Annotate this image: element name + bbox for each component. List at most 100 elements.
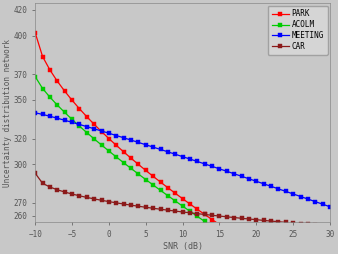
CAR: [137, 205, 141, 208]
CAR: [247, 217, 251, 220]
ACOLM: [203, 220, 207, 223]
Y-axis label: Uncertainty distribution network: Uncertainty distribution network: [3, 39, 12, 187]
CAR: [33, 172, 37, 175]
PARK: [195, 208, 199, 211]
CAR: [122, 202, 126, 205]
PARK: [77, 107, 81, 110]
ACOLM: [129, 167, 133, 170]
PARK: [33, 31, 37, 35]
PARK: [188, 202, 192, 205]
ACOLM: [195, 215, 199, 218]
CAR: [41, 182, 45, 185]
PARK: [173, 192, 177, 195]
PARK: [63, 90, 67, 93]
CAR: [240, 217, 244, 220]
ACOLM: [48, 96, 52, 99]
PARK: [99, 130, 103, 133]
CAR: [313, 223, 317, 226]
CAR: [210, 214, 214, 217]
PARK: [137, 163, 141, 166]
CAR: [269, 219, 273, 223]
ACOLM: [114, 155, 118, 158]
MEETING: [291, 193, 295, 196]
MEETING: [210, 165, 214, 168]
MEETING: [41, 113, 45, 116]
ACOLM: [247, 249, 251, 252]
CAR: [321, 224, 325, 227]
ACOLM: [92, 137, 96, 140]
CAR: [63, 190, 67, 194]
MEETING: [107, 132, 111, 135]
ACOLM: [180, 205, 185, 208]
ACOLM: [166, 194, 170, 197]
MEETING: [63, 119, 67, 122]
MEETING: [276, 187, 281, 190]
Legend: PARK, ACOLM, MEETING, CAR: PARK, ACOLM, MEETING, CAR: [268, 6, 328, 55]
ACOLM: [85, 131, 89, 134]
MEETING: [144, 143, 148, 146]
ACOLM: [173, 199, 177, 202]
CAR: [262, 219, 266, 222]
PARK: [254, 247, 258, 250]
MEETING: [247, 177, 251, 180]
CAR: [55, 188, 59, 191]
MEETING: [122, 136, 126, 139]
PARK: [180, 197, 185, 200]
ACOLM: [159, 189, 163, 192]
ACOLM: [63, 111, 67, 114]
MEETING: [203, 162, 207, 165]
PARK: [107, 137, 111, 140]
PARK: [92, 123, 96, 126]
ACOLM: [240, 245, 244, 248]
PARK: [122, 150, 126, 153]
ACOLM: [210, 225, 214, 228]
ACOLM: [55, 104, 59, 107]
MEETING: [77, 123, 81, 126]
CAR: [328, 225, 332, 228]
ACOLM: [151, 183, 155, 186]
ACOLM: [137, 172, 141, 176]
MEETING: [188, 157, 192, 161]
PARK: [210, 218, 214, 221]
MEETING: [151, 146, 155, 149]
MEETING: [166, 150, 170, 153]
CAR: [188, 211, 192, 214]
PARK: [55, 80, 59, 83]
MEETING: [225, 170, 229, 173]
Line: ACOLM: ACOLM: [33, 75, 332, 254]
PARK: [225, 228, 229, 231]
CAR: [173, 210, 177, 213]
CAR: [129, 204, 133, 207]
MEETING: [306, 198, 310, 201]
X-axis label: SNR (dB): SNR (dB): [163, 242, 203, 251]
CAR: [276, 220, 281, 223]
ACOLM: [144, 178, 148, 181]
MEETING: [313, 200, 317, 203]
MEETING: [114, 134, 118, 137]
MEETING: [159, 148, 163, 151]
CAR: [284, 221, 288, 224]
PARK: [203, 213, 207, 216]
MEETING: [321, 203, 325, 206]
PARK: [144, 169, 148, 172]
PARK: [114, 144, 118, 147]
MEETING: [217, 167, 221, 170]
MEETING: [195, 160, 199, 163]
ACOLM: [77, 125, 81, 128]
ACOLM: [225, 235, 229, 238]
ACOLM: [33, 75, 37, 78]
PARK: [151, 175, 155, 178]
Line: PARK: PARK: [33, 31, 332, 254]
ACOLM: [99, 144, 103, 147]
MEETING: [298, 195, 303, 198]
CAR: [306, 223, 310, 226]
CAR: [166, 209, 170, 212]
ACOLM: [217, 230, 221, 233]
CAR: [114, 201, 118, 204]
ACOLM: [107, 150, 111, 153]
CAR: [254, 218, 258, 221]
MEETING: [269, 185, 273, 188]
MEETING: [129, 139, 133, 142]
CAR: [77, 194, 81, 197]
ACOLM: [188, 210, 192, 213]
